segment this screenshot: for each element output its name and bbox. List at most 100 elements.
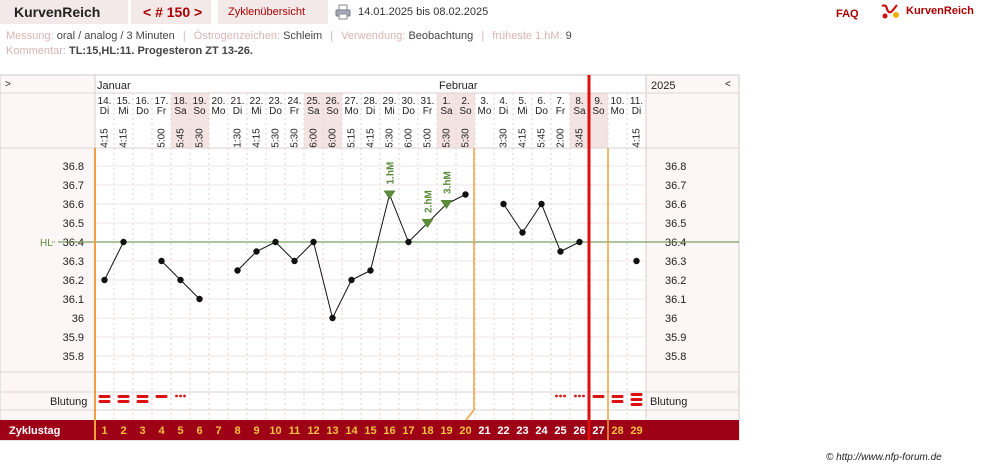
y-tick-label-left: 36.4	[63, 237, 84, 249]
weekend-column	[190, 93, 209, 148]
weekend-column	[456, 93, 475, 148]
bleeding-spotting	[574, 394, 577, 398]
cycle-day-label: Zyklustag	[9, 425, 60, 437]
weekday-label: Mo	[478, 106, 492, 117]
fruehest-key: früheste 1.hM:	[492, 30, 563, 42]
faq-link[interactable]: FAQ	[836, 8, 859, 20]
hl-label: HL	[40, 238, 53, 249]
cycle-overview-link[interactable]: Zyklenübersicht	[218, 0, 328, 24]
y-tick-label-right: 35.8	[665, 351, 686, 363]
cycle-day-number: 26	[573, 425, 585, 437]
date-label: 17.	[155, 96, 169, 107]
cycle-day-number: 11	[289, 425, 301, 437]
cycle-day-number: 4	[158, 425, 165, 437]
temperature-point	[576, 238, 583, 246]
cycle-day-number: 16	[383, 425, 395, 437]
cycle-day-number: 29	[630, 425, 642, 437]
bleeding-heavy	[117, 395, 130, 398]
bleeding-heavy	[98, 395, 111, 398]
bleeding-heavy	[98, 400, 111, 403]
bleeding-spotting	[555, 394, 558, 398]
cycle-day-number: 19	[440, 425, 452, 437]
date-label: 6.	[537, 96, 545, 107]
nav-next-arrow: <	[725, 79, 731, 90]
printer-icon[interactable]	[335, 4, 351, 20]
weekend-column	[589, 93, 608, 148]
temperature-point	[158, 257, 165, 265]
comment-info: Kommentar: TL:15,HL:11. Progesteron ZT 1…	[6, 45, 253, 57]
date-label: 21.	[231, 96, 245, 107]
kommentar-key: Kommentar:	[6, 45, 66, 57]
date-label: 30.	[402, 96, 416, 107]
date-label: 11.	[630, 96, 643, 107]
y-tick-label-right: 36.5	[665, 218, 686, 230]
brand-title[interactable]: KurvenReich	[0, 0, 128, 24]
y-tick-label-left: 36.2	[63, 275, 84, 287]
date-label: 10.	[611, 96, 625, 107]
weekday-label: Mi	[118, 106, 129, 117]
cycle-day-number: 13	[326, 425, 338, 437]
date-label: 15.	[117, 96, 131, 107]
y-tick-label-right: 36.7	[665, 180, 686, 192]
y-tick-label-right: 35.9	[665, 332, 686, 344]
bleeding-medium	[155, 395, 168, 398]
top-bar: KurvenReich < # 150 > Zyklenübersicht 14…	[0, 0, 981, 26]
high-measurement-label: 2.hM	[424, 190, 435, 213]
cycle-day-number: 23	[516, 425, 528, 437]
temperature-point	[348, 276, 355, 284]
weekday-label: Sa	[307, 106, 320, 117]
weekday-label: So	[326, 106, 339, 117]
date-label: 4.	[499, 96, 507, 107]
bleeding-medium	[592, 395, 605, 398]
cycle-day-number: 7	[215, 425, 221, 437]
date-label: 8.	[575, 96, 583, 107]
cycle-day-number: 20	[459, 425, 471, 437]
weekend-column	[171, 93, 190, 148]
measure-time-label: 5:45	[537, 128, 548, 148]
weekday-label: So	[592, 106, 605, 117]
separator: |	[481, 30, 485, 42]
bleeding-label-left: Blutung	[50, 396, 87, 408]
fruehest-value: 9	[565, 30, 572, 42]
y-tick-label-left: 36	[72, 313, 84, 325]
weekday-label: Fr	[423, 106, 433, 117]
date-label: 7.	[556, 96, 564, 107]
verwendung-value: Beobachtung	[408, 30, 474, 42]
date-label: 24.	[288, 96, 302, 107]
cycle-day-number: 8	[234, 425, 240, 437]
temperature-point	[557, 248, 564, 255]
separator: |	[330, 30, 334, 42]
cycle-day-number: 21	[478, 425, 490, 437]
weekend-column	[437, 93, 456, 148]
date-range: 14.01.2025 bis 08.02.2025	[358, 6, 489, 18]
bleeding-spotting	[559, 394, 562, 398]
weekday-label: Mi	[384, 106, 395, 117]
date-label: 1.	[442, 96, 450, 107]
date-label: 3.	[480, 96, 488, 107]
weekday-label: Do	[402, 106, 415, 117]
y-tick-label-right: 36.3	[665, 256, 686, 268]
logo-text[interactable]: KurvenReich	[906, 5, 974, 17]
bleeding-heavy	[136, 395, 149, 398]
weekday-label: Di	[233, 106, 242, 117]
high-measurement-marker	[440, 200, 453, 209]
cycle-day-number: 22	[497, 425, 509, 437]
weekday-label: Mi	[251, 106, 262, 117]
high-measurement-marker	[383, 190, 396, 200]
date-label: 28.	[364, 96, 378, 107]
date-label: 29.	[383, 96, 397, 107]
measure-time-label: 5:30	[271, 128, 282, 148]
measure-time-label: 6:00	[328, 128, 339, 148]
weekday-label: Sa	[573, 106, 586, 117]
oestrogen-value: Schleim	[283, 30, 323, 42]
date-label: 20.	[212, 96, 226, 107]
cycle-day-number: 3	[139, 425, 145, 437]
weekday-label: Fr	[157, 106, 167, 117]
measure-time-label: 4:15	[518, 128, 529, 148]
cycle-navigation[interactable]: < # 150 >	[131, 0, 211, 24]
nav-prev-arrow: >	[5, 79, 11, 90]
kurvenreich-logo-icon[interactable]	[880, 2, 900, 20]
temperature-point	[462, 191, 469, 198]
bleeding-heavy	[117, 400, 130, 403]
temperature-point	[234, 267, 241, 274]
